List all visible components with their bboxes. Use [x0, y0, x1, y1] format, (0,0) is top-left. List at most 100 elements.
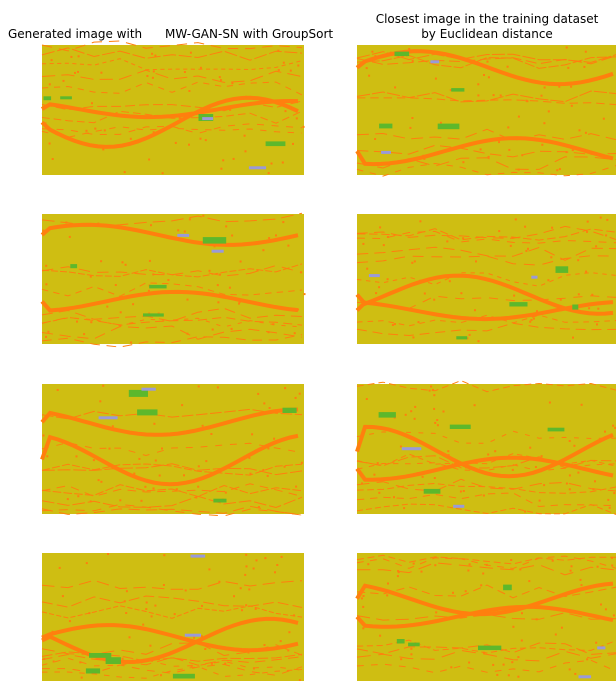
speckle	[433, 477, 436, 479]
main-channel	[355, 300, 614, 322]
thin-channel	[356, 128, 616, 142]
speckle	[393, 416, 396, 419]
speckle	[417, 321, 420, 324]
speckle	[220, 167, 223, 170]
speckle	[92, 459, 95, 462]
speckle	[251, 433, 254, 436]
speckle	[52, 660, 55, 663]
speckle	[177, 229, 180, 232]
facies-image	[41, 553, 304, 681]
green-patch	[423, 488, 441, 494]
speckle	[524, 510, 527, 513]
speckle	[611, 556, 613, 559]
speckle	[498, 141, 500, 144]
speckle	[202, 214, 205, 217]
speckle	[267, 331, 270, 334]
speckle	[554, 633, 557, 636]
speckle	[487, 155, 490, 158]
main-channel	[355, 604, 614, 629]
green-patch	[572, 304, 579, 310]
speckle	[83, 333, 86, 336]
speckle	[485, 563, 488, 566]
speckle	[494, 450, 497, 453]
main-channel	[355, 424, 614, 479]
speckle	[262, 469, 265, 471]
speckle	[140, 499, 143, 502]
speckle	[430, 385, 433, 388]
speckle	[125, 590, 128, 593]
speckle	[298, 392, 301, 395]
speckle	[268, 237, 271, 240]
speckle	[150, 615, 153, 618]
speckle	[47, 330, 50, 333]
speckle	[244, 95, 247, 98]
speckle	[517, 115, 520, 118]
speckle	[294, 396, 297, 399]
speckle	[541, 143, 544, 146]
speckle	[238, 302, 240, 305]
speckle	[578, 129, 581, 132]
speckle	[183, 474, 185, 477]
speckle	[232, 157, 235, 160]
main-channel	[40, 95, 299, 149]
speckle	[535, 618, 538, 621]
speckle	[42, 229, 45, 232]
speckle	[412, 562, 415, 565]
speckle	[148, 158, 151, 161]
speckle	[245, 565, 248, 568]
speckle	[409, 126, 412, 129]
speckle	[447, 450, 450, 453]
speckle	[114, 429, 117, 432]
thin-channel	[356, 642, 616, 655]
speckle	[375, 292, 378, 295]
speckle	[387, 582, 389, 585]
speckle	[123, 171, 126, 174]
speckle	[205, 460, 208, 463]
speckle	[188, 90, 191, 92]
speckle	[483, 74, 485, 76]
speckle	[559, 298, 562, 301]
speckle	[534, 606, 537, 609]
green-patch	[137, 409, 158, 416]
blue-patch	[190, 554, 206, 558]
speckle	[521, 154, 524, 157]
speckle	[604, 608, 607, 611]
speckle	[411, 60, 414, 63]
speckle	[268, 407, 271, 409]
speckle	[614, 426, 616, 429]
speckle	[44, 122, 47, 125]
speckle	[298, 679, 301, 681]
thin-channel	[41, 334, 303, 348]
speckle	[517, 168, 520, 171]
speckle	[460, 292, 463, 295]
speckle	[145, 601, 148, 604]
speckle	[216, 284, 219, 287]
speckle	[548, 401, 551, 404]
speckle	[468, 333, 471, 336]
thin-channel	[356, 503, 616, 515]
speckle	[597, 307, 600, 310]
speckle	[378, 491, 381, 494]
speckle	[509, 244, 512, 247]
speckle	[50, 59, 53, 62]
speckle	[568, 474, 571, 477]
speckle	[382, 244, 385, 247]
green-patch	[449, 424, 471, 429]
speckle	[243, 134, 246, 137]
blue-patch	[597, 646, 606, 650]
thin-channel	[357, 97, 616, 106]
green-patch	[85, 668, 101, 674]
speckle	[183, 71, 186, 73]
blue-patch	[211, 249, 224, 253]
speckle	[277, 69, 280, 72]
speckle	[264, 557, 267, 560]
speckle	[219, 273, 221, 276]
speckle	[45, 335, 47, 338]
speckle	[379, 634, 382, 637]
speckle	[150, 224, 152, 227]
speckle	[574, 464, 577, 466]
speckle	[201, 604, 203, 607]
speckle	[397, 570, 400, 572]
speckle	[229, 108, 232, 111]
speckle	[154, 604, 157, 607]
